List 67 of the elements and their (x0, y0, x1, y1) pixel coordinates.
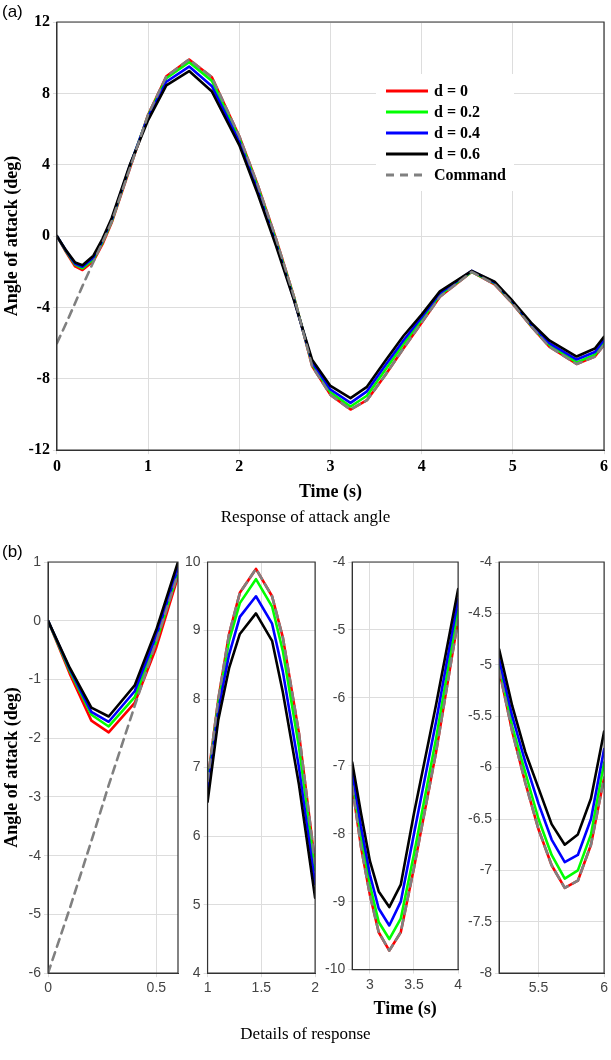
text: Response of attack angle (219, 507, 392, 527)
y-tick-label: 0 (41, 226, 50, 244)
y-tick-label: -9 (332, 892, 346, 909)
legend-label: d = 0.6 (433, 144, 480, 163)
y-tick-label: -6 (28, 964, 42, 981)
legend-label: d = 0.4 (433, 123, 480, 142)
x-tick-label: 6 (600, 456, 608, 474)
y-tick-label: -7.5 (468, 912, 493, 929)
legend-label: Command (433, 165, 506, 184)
x-tick-label: 1.5 (251, 979, 272, 996)
y-tick-label: 4 (192, 964, 201, 981)
y-tick-label: -2 (28, 729, 42, 746)
y-tick-label: -4 (479, 552, 493, 569)
y-tick-label: -3 (28, 787, 42, 804)
y-tick-label: 10 (184, 552, 201, 569)
x-tick-label: 1 (203, 979, 212, 996)
y-tick-label: -4 (36, 297, 50, 315)
text: (a) (2, 2, 23, 22)
text: (b) (2, 542, 23, 562)
y-tick-label: -5.5 (468, 707, 493, 724)
y-tick-label: -8 (36, 368, 50, 386)
y-tick-label: -7 (479, 861, 493, 878)
y-tick-label: -5 (479, 655, 493, 672)
legend-label: d = 0.2 (433, 102, 480, 121)
y-tick-label: -4.5 (468, 604, 493, 621)
x-tick-label: 0 (52, 456, 61, 474)
y-tick-label: 7 (192, 758, 201, 775)
y-axis-title: Angle of attack (deg) (1, 687, 23, 848)
legend-label: d = 0 (433, 81, 468, 100)
y-tick-label: -7 (332, 756, 346, 773)
text: Details of response (239, 1024, 372, 1044)
y-tick-label: 0 (33, 611, 42, 628)
x-tick-label: 5 (508, 456, 517, 474)
x-tick-label: 3 (326, 456, 335, 474)
y-tick-label: -10 (325, 960, 346, 977)
y-tick-label: -1 (28, 670, 42, 687)
x-tick-label: 0.5 (146, 979, 167, 996)
y-tick-label: -6 (479, 758, 493, 775)
y-tick-label: -6.5 (468, 809, 493, 826)
y-axis-title: Angle of attack (deg) (1, 155, 23, 317)
y-tick-label: -4 (332, 552, 346, 569)
y-tick-label: -8 (479, 964, 493, 981)
x-tick-label: 1 (144, 456, 153, 474)
y-tick-label: -6 (332, 688, 346, 705)
x-tick-label: 6 (600, 979, 609, 996)
x-axis-title: Time (s) (373, 997, 437, 1019)
y-tick-label: -5 (28, 905, 42, 922)
x-tick-label: 2 (311, 979, 320, 996)
y-tick-label: 4 (41, 154, 50, 172)
y-tick-label: 8 (192, 689, 201, 706)
y-tick-label: -8 (332, 824, 346, 841)
y-tick-label: -5 (332, 620, 346, 637)
y-tick-label: -4 (28, 846, 42, 863)
x-tick-label: 4 (454, 975, 463, 992)
y-tick-label: 9 (192, 621, 201, 638)
x-tick-label: 3.5 (404, 975, 424, 992)
y-tick-label: 6 (192, 826, 201, 843)
y-tick-label: 5 (192, 895, 201, 912)
y-tick-label: 8 (41, 83, 50, 101)
x-tick-label: 3 (365, 975, 374, 992)
y-tick-label: 1 (33, 552, 42, 569)
x-tick-label: 4 (417, 456, 426, 474)
y-tick-label: -12 (28, 440, 50, 458)
x-tick-label: 2 (235, 456, 244, 474)
x-tick-label: 5.5 (528, 979, 549, 996)
y-tick-label: 12 (33, 12, 50, 30)
x-axis-title: Time (s) (298, 480, 363, 502)
